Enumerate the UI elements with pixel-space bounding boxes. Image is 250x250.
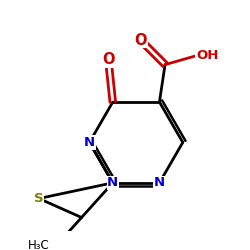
Text: O: O bbox=[134, 33, 147, 48]
Text: H₃C: H₃C bbox=[28, 239, 50, 250]
Text: S: S bbox=[34, 192, 44, 205]
Text: OH: OH bbox=[196, 49, 218, 62]
Text: N: N bbox=[154, 176, 165, 189]
Text: N: N bbox=[84, 136, 95, 149]
Text: N: N bbox=[107, 176, 118, 189]
Text: O: O bbox=[102, 52, 115, 67]
